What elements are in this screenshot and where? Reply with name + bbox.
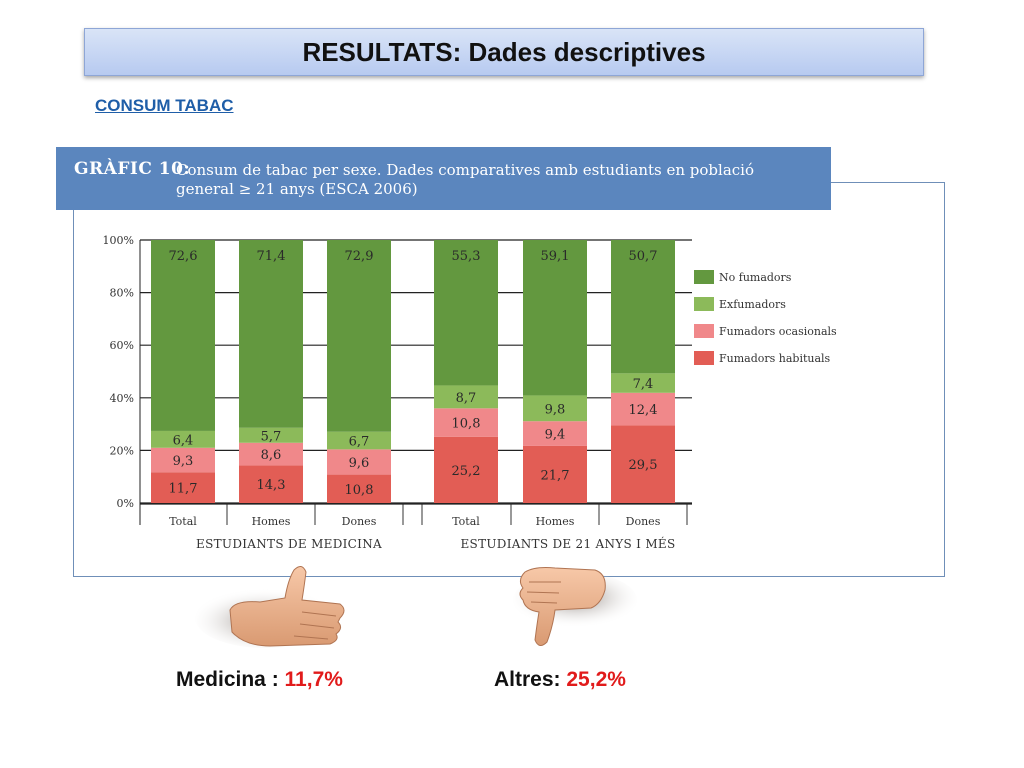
data-label: 9,8 xyxy=(545,402,566,417)
data-label: 72,9 xyxy=(345,249,374,264)
data-label: 9,4 xyxy=(545,428,566,443)
chart-title-line1: Consum de tabac per sexe. Dades comparat… xyxy=(176,161,754,179)
bar-segment xyxy=(611,240,675,374)
data-label: 11,7 xyxy=(169,482,198,497)
data-label: 6,4 xyxy=(173,433,194,448)
slide-subtitle: CONSUM TABAC xyxy=(95,96,234,115)
footer-medicina-value: 11,7% xyxy=(284,668,343,691)
bar-segment xyxy=(327,240,391,432)
bar-segment xyxy=(611,373,675,393)
chart-frame xyxy=(73,182,945,577)
footer-altres-label: Altres: xyxy=(494,668,561,691)
y-tick-label: 100% xyxy=(103,234,134,247)
bar-segment xyxy=(239,427,303,443)
legend-label: Fumadors ocasionals xyxy=(719,325,837,338)
y-tick-label: 0% xyxy=(117,497,134,510)
legend-swatch xyxy=(694,324,714,338)
legend-swatch xyxy=(694,351,714,365)
bar-segment xyxy=(523,395,587,422)
data-label: 8,7 xyxy=(456,391,477,406)
data-label: 6,7 xyxy=(349,435,370,450)
legend-label: No fumadors xyxy=(719,271,792,284)
x-tick-label: Homes xyxy=(252,515,291,528)
legend-label: Fumadors habituals xyxy=(719,352,831,365)
thumb-up-icon xyxy=(195,566,345,648)
bar-segment xyxy=(151,430,215,448)
x-tick-label: Homes xyxy=(536,515,575,528)
bar-segment xyxy=(611,392,675,426)
legend-swatch xyxy=(694,270,714,284)
x-tick-label: Total xyxy=(169,515,197,528)
chart-figure-label: GRÀFIC 10: xyxy=(74,159,191,179)
bar-segment xyxy=(327,449,391,475)
data-label: 50,7 xyxy=(629,249,658,264)
data-label: 8,6 xyxy=(261,448,282,463)
footer-altres: Altres: 25,2% xyxy=(494,668,626,692)
bar-segment xyxy=(611,425,675,503)
bar-segment xyxy=(151,447,215,473)
bar-segment xyxy=(523,445,587,503)
x-tick-label: Total xyxy=(452,515,480,528)
bar-segment xyxy=(239,240,303,428)
y-tick-label: 20% xyxy=(110,444,134,457)
data-label: 29,5 xyxy=(629,458,658,473)
bar-segment xyxy=(151,472,215,503)
legend-label: Exfumadors xyxy=(719,298,786,311)
group-label: ESTUDIANTS DE 21 ANYS I MÉS xyxy=(461,536,676,551)
data-label: 55,3 xyxy=(452,249,481,264)
bar-segment xyxy=(327,431,391,450)
data-label: 7,4 xyxy=(633,377,654,392)
x-tick-label: Dones xyxy=(626,515,661,528)
legend-swatch xyxy=(694,297,714,311)
data-label: 10,8 xyxy=(452,417,481,432)
chart-title-line2: general ≥ 21 anys (ESCA 2006) xyxy=(176,180,418,198)
y-tick-label: 40% xyxy=(110,392,134,405)
y-tick-label: 80% xyxy=(110,287,134,300)
bar-segment xyxy=(434,385,498,409)
data-label: 12,4 xyxy=(629,403,658,418)
data-label: 9,3 xyxy=(173,454,194,469)
bar-segment xyxy=(327,474,391,503)
data-label: 5,7 xyxy=(261,429,282,444)
bar-segment xyxy=(434,240,498,386)
footer-medicina-label: Medicina : xyxy=(176,668,279,691)
bar-segment xyxy=(239,442,303,466)
data-label: 71,4 xyxy=(257,249,286,264)
x-tick-label: Dones xyxy=(342,515,377,528)
data-label: 59,1 xyxy=(541,249,570,264)
y-tick-label: 60% xyxy=(110,339,134,352)
data-label: 9,6 xyxy=(349,456,370,471)
slide-title: RESULTATS: Dades descriptives xyxy=(302,36,706,67)
bar-segment xyxy=(239,465,303,503)
bar-segment xyxy=(434,408,498,437)
bar-segment xyxy=(523,240,587,396)
footer-altres-value: 25,2% xyxy=(566,668,626,691)
bar-segment xyxy=(151,240,215,431)
slide-title-box: RESULTATS: Dades descriptives xyxy=(84,28,924,76)
thumb-down-icon xyxy=(513,567,637,646)
data-label: 21,7 xyxy=(541,468,570,483)
data-label: 72,6 xyxy=(169,249,198,264)
group-label: ESTUDIANTS DE MEDICINA xyxy=(196,537,382,551)
bar-segment xyxy=(434,436,498,503)
data-label: 14,3 xyxy=(257,478,286,493)
chart-header: GRÀFIC 10: Consum de tabac per sexe. Dad… xyxy=(56,147,831,210)
footer-medicina: Medicina : 11,7% xyxy=(176,668,343,692)
data-label: 10,8 xyxy=(345,483,374,498)
bar-segment xyxy=(523,421,587,446)
data-label: 25,2 xyxy=(452,464,481,479)
